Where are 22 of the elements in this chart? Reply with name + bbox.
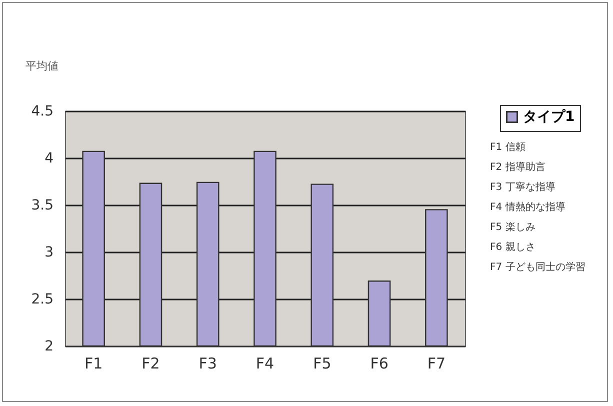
- text: F5 楽しみ: [490, 222, 536, 234]
- x-tick-label: F4: [256, 354, 274, 372]
- y-tick-label: 3.5: [31, 198, 54, 214]
- x-tick-label: F3: [198, 354, 217, 372]
- y-tick-label: 4.5: [31, 104, 54, 120]
- text: F7 子ども同士の学習: [490, 262, 586, 274]
- x-tick-label: F7: [427, 354, 446, 372]
- legend-label: タイプ1: [523, 108, 575, 125]
- text: F6 親しさ: [490, 242, 536, 254]
- y-axis-title: 平均値: [26, 60, 58, 72]
- y-tick-label: 3: [44, 244, 54, 260]
- y-tick-label: 4: [44, 150, 54, 166]
- text: F3 丁寧な指導: [490, 182, 556, 194]
- y-tick-label: 2: [44, 338, 54, 354]
- text: F2 指導助言: [490, 162, 546, 174]
- x-tick-label: F5: [313, 354, 332, 372]
- x-tick-label: F6: [370, 354, 388, 372]
- text: F4 情熱的な指導: [490, 202, 566, 214]
- y-tick-label: 2.5: [31, 292, 54, 308]
- text: F1 信頼: [490, 142, 526, 154]
- x-tick-label: F2: [142, 354, 160, 372]
- x-tick-label: F1: [84, 354, 103, 372]
